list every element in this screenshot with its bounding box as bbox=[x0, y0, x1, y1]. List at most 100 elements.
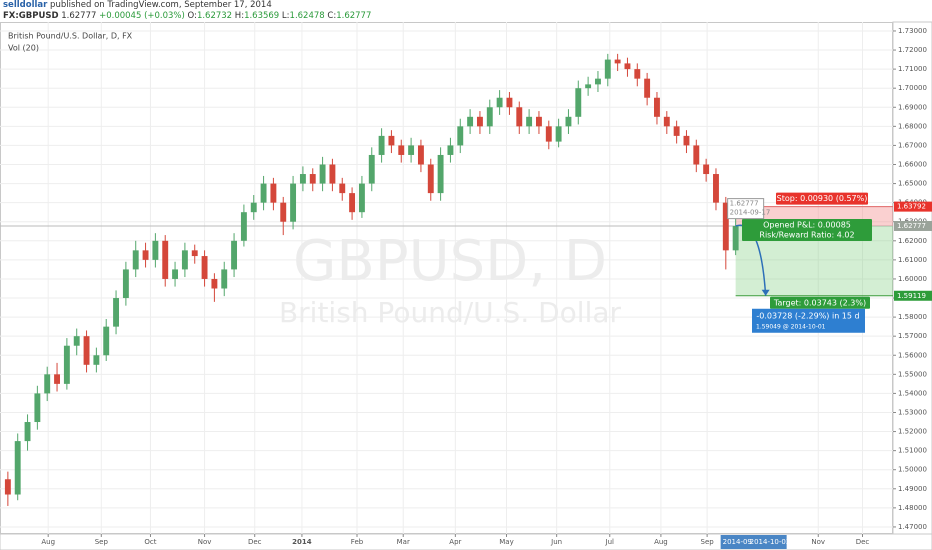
candle-body bbox=[63, 345, 70, 384]
y-tick-label: 1.61000 bbox=[898, 256, 927, 264]
x-tick-label: Dec bbox=[856, 538, 870, 546]
candle-body bbox=[654, 97, 660, 117]
candle-body bbox=[93, 355, 100, 365]
l-label: L: bbox=[281, 11, 290, 21]
candle-body bbox=[457, 126, 464, 146]
x-tick-label: Feb bbox=[351, 538, 364, 546]
o-label: O: bbox=[187, 11, 197, 21]
h-label: H: bbox=[234, 11, 245, 21]
axis-price-box bbox=[894, 201, 932, 212]
x-tick-label: Aug bbox=[654, 538, 668, 546]
watermark-name: British Pound/U.S. Dollar bbox=[279, 296, 622, 329]
candle-body bbox=[398, 145, 405, 155]
candle-body bbox=[447, 145, 454, 155]
callout-text: 2014-09-17 bbox=[730, 209, 771, 217]
y-tick-label: 1.65000 bbox=[898, 180, 927, 188]
candle-body bbox=[309, 174, 316, 184]
last: 1.62777 bbox=[61, 11, 97, 21]
y-tick-label: 1.53000 bbox=[898, 408, 927, 416]
candle-body bbox=[231, 240, 238, 270]
projection-label: -0.03728 (-2.29%) in 15 d bbox=[756, 311, 859, 320]
candle-body bbox=[83, 336, 90, 365]
candle-body bbox=[722, 202, 729, 251]
candle-body bbox=[467, 116, 474, 127]
pnl-label: Risk/Reward Ratio: 4.02 bbox=[759, 230, 854, 239]
y-tick-label: 1.66000 bbox=[898, 160, 927, 168]
candle-body bbox=[673, 126, 680, 136]
callout-box bbox=[727, 198, 765, 220]
y-tick-label: 1.62000 bbox=[898, 237, 927, 245]
x-tick-label: Mar bbox=[397, 538, 410, 546]
candle-body bbox=[339, 183, 346, 194]
x-tick-label: Apr bbox=[449, 538, 461, 546]
target-label: Target: 0.03743 (2.3%) bbox=[773, 298, 866, 307]
legend-title: British Pound/U.S. Dollar, D, FX bbox=[8, 32, 133, 41]
y-tick-label: 1.71000 bbox=[898, 65, 927, 73]
candle-body bbox=[506, 97, 513, 108]
candle-body bbox=[516, 107, 523, 127]
candle-body bbox=[260, 183, 267, 203]
candle-body bbox=[417, 145, 424, 165]
candle-body bbox=[211, 278, 218, 289]
candle-body bbox=[240, 212, 247, 241]
candle-body bbox=[437, 154, 444, 194]
y-tick-label: 1.49000 bbox=[898, 485, 927, 493]
candle-body bbox=[191, 250, 198, 257]
candle-body bbox=[683, 135, 690, 146]
candle-body bbox=[221, 269, 228, 289]
arrow-head bbox=[761, 289, 770, 296]
y-tick-label: 1.50000 bbox=[898, 466, 927, 474]
axis-price-label: 1.63792 bbox=[897, 203, 926, 211]
x-tick-label: Nov bbox=[198, 538, 212, 546]
candle-body bbox=[732, 225, 739, 251]
y-tick-label: 1.58000 bbox=[898, 313, 927, 321]
indicator-label: Vol (20) bbox=[8, 44, 39, 53]
author[interactable]: selldollar bbox=[3, 0, 48, 10]
stop-label-box bbox=[776, 192, 868, 205]
header-line-1: selldollar published on TradingView.com,… bbox=[3, 0, 371, 11]
x-highlight-label: 2014-10-02 bbox=[750, 538, 791, 546]
axis-price-box bbox=[894, 220, 932, 231]
candle-body bbox=[24, 422, 31, 442]
candle-body bbox=[595, 78, 601, 85]
axis-price-label: 1.62777 bbox=[897, 222, 926, 230]
candle-body bbox=[329, 164, 336, 184]
x-tick-label: May bbox=[499, 538, 513, 546]
candle-body bbox=[142, 250, 149, 260]
candle-body bbox=[181, 250, 188, 270]
watermark-symbol: GBPUSD, D bbox=[293, 229, 607, 294]
candle-body bbox=[349, 193, 356, 213]
y-tick-label: 1.54000 bbox=[898, 389, 927, 397]
change: +0.00045 (+0.03%) bbox=[99, 11, 185, 21]
candle-body bbox=[4, 479, 11, 495]
callout-text: 1.62777 bbox=[730, 200, 759, 208]
candle-body bbox=[427, 164, 434, 194]
candle-body bbox=[486, 107, 493, 127]
candle-body bbox=[34, 393, 41, 423]
candle-body bbox=[545, 126, 552, 142]
y-tick-label: 1.72000 bbox=[898, 46, 927, 54]
symbol: FX:GBPUSD bbox=[3, 11, 59, 21]
y-tick-label: 1.60000 bbox=[898, 275, 927, 283]
candle-body bbox=[408, 145, 415, 155]
candle-body bbox=[368, 154, 375, 184]
candle-body bbox=[319, 164, 326, 184]
header-line-2: FX:GBPUSD 1.62777 +0.00045 (+0.03%) O: 1.… bbox=[3, 11, 371, 22]
low: 1.62478 bbox=[289, 11, 325, 21]
x-tick-label: Aug bbox=[41, 538, 55, 546]
y-tick-label: 1.56000 bbox=[898, 351, 927, 359]
x-tick-label: Sep bbox=[701, 538, 715, 546]
candle-body bbox=[378, 135, 385, 155]
candle-body bbox=[250, 202, 257, 213]
candle-body bbox=[476, 116, 483, 127]
candle-body bbox=[614, 59, 621, 64]
x-tick-label: Jun bbox=[550, 538, 562, 546]
pnl-label: Opened P&L: 0.00085 bbox=[763, 220, 851, 229]
candle-body bbox=[44, 374, 51, 394]
y-tick-label: 1.47000 bbox=[898, 523, 927, 531]
candle-body bbox=[270, 183, 277, 203]
candle-body bbox=[585, 84, 592, 89]
candle-body bbox=[103, 326, 110, 356]
